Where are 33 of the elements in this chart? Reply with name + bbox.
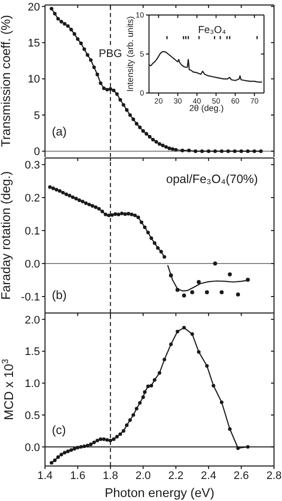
x-tick-label: 1.4 bbox=[37, 470, 53, 482]
y-tick-label: 1.5 bbox=[24, 346, 40, 358]
y-tick-label: -0.1 bbox=[21, 291, 40, 304]
annotation: opal/Fe₃O₄(70%) bbox=[166, 172, 258, 186]
y-tick-label: 0.5 bbox=[24, 410, 40, 422]
x-tick-label: 1.6 bbox=[70, 470, 86, 482]
y-axis-title: Transmission coeff. (%) bbox=[0, 14, 13, 148]
y-tick-label: 0 bbox=[34, 146, 40, 158]
y-tick-label: 0.0 bbox=[24, 442, 40, 454]
x-axis-title: 2θ (deg.) bbox=[189, 103, 224, 113]
y-axis-title: Intensity (arb. units) bbox=[125, 16, 135, 92]
y-tick-label: 20 bbox=[28, 1, 40, 14]
x-tick-label: 2.8 bbox=[266, 470, 282, 482]
x-tick-label: 2.6 bbox=[234, 470, 249, 482]
y-tick-label: 2.0 bbox=[24, 314, 40, 326]
y-tick-label: 0.0 bbox=[24, 258, 40, 270]
y-tick-label: 0.1 bbox=[24, 225, 40, 238]
x-tick-label: 2.2 bbox=[168, 470, 184, 482]
annotation: (b) bbox=[52, 288, 67, 302]
y-axis-title: Faraday rotation (deg.) bbox=[0, 171, 13, 300]
y-tick-label: 1.0 bbox=[24, 378, 40, 390]
y-tick-label: 10 bbox=[28, 74, 40, 86]
y-tick-label: 15 bbox=[28, 38, 40, 50]
x-tick-label: 1.8 bbox=[102, 470, 118, 482]
ref-line-label: PBG bbox=[98, 48, 122, 60]
annotation: (c) bbox=[52, 422, 66, 437]
legend-label: Fe₃O₄ bbox=[198, 25, 226, 36]
y-tick-label: 0.2 bbox=[24, 192, 40, 204]
annotation: (a) bbox=[52, 124, 67, 139]
x-tick-label: 2.4 bbox=[200, 470, 216, 482]
y-tick-label: 0.3 bbox=[24, 160, 40, 172]
y-tick-label: 5 bbox=[34, 110, 40, 122]
x-axis-title: Photon energy (eV) bbox=[104, 486, 214, 500]
